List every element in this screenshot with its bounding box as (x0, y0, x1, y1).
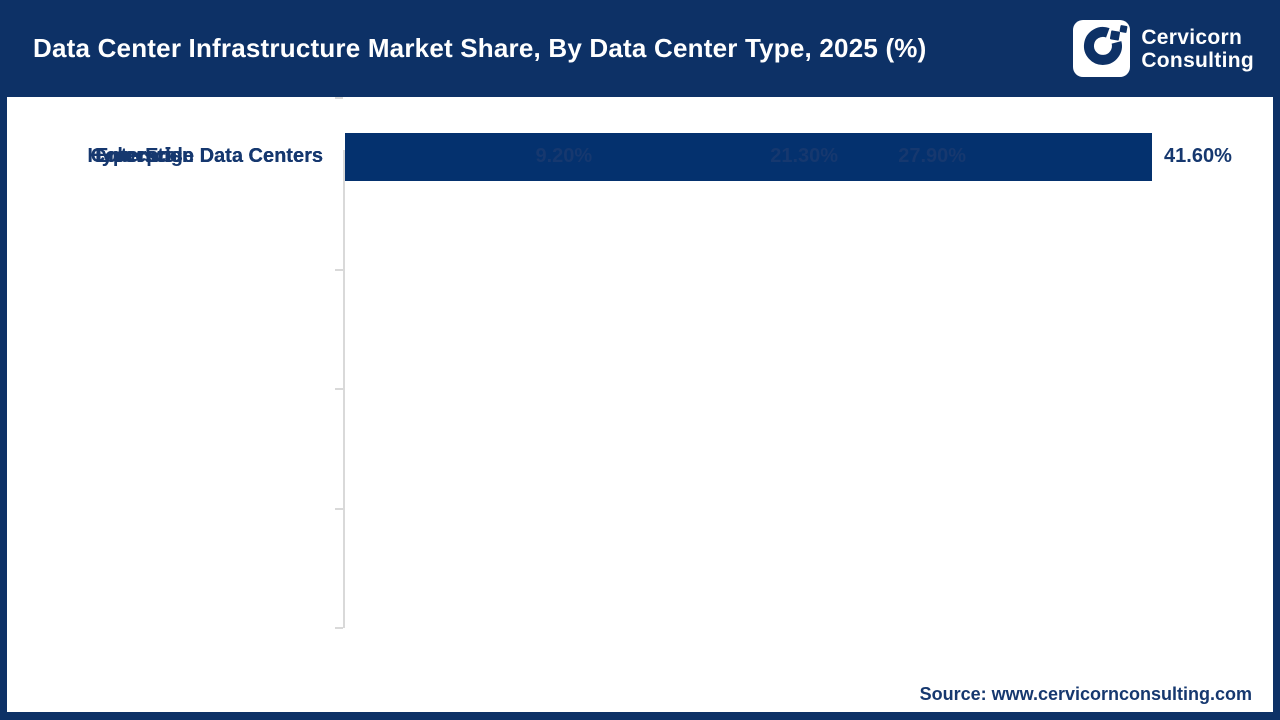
source-note: Source: www.cervicornconsulting.com (919, 684, 1252, 704)
brand-name-line1: Cervicorn (1141, 25, 1243, 49)
category-label: Edge Data Centers (145, 145, 323, 168)
value-label: 41.60% (1164, 145, 1232, 168)
axis-tick (335, 507, 343, 510)
bar-edge (345, 132, 524, 181)
brand-name-line2: Consulting (1141, 48, 1254, 72)
value-label: 27.90% (898, 145, 967, 168)
chart-title: Data Center Infrastructure Market Share,… (33, 33, 927, 63)
brand-logo-icon (1073, 20, 1131, 77)
axis-tick (335, 268, 343, 271)
value-label: 9.20% (535, 145, 593, 168)
header-bar: Data Center Infrastructure Market Share,… (0, 0, 1280, 97)
y-axis-line (343, 150, 345, 628)
bar-chart: Hyperscale Data Centers 41.60% Enterpris… (0, 97, 1280, 720)
category-label: Colocation Data Centers (90, 145, 323, 168)
category-label: Enterprise Data Centers (95, 145, 323, 168)
category-label: Hyperscale Data Centers (87, 145, 323, 168)
brand-logo: Cervicorn Consulting (1073, 20, 1254, 77)
axis-tick (335, 97, 343, 99)
axis-tick (335, 627, 343, 629)
bar-row-edge: Edge Data Centers 9.20% (0, 97, 1280, 217)
value-label: 21.30% (770, 145, 839, 168)
brand-logo-text: Cervicorn Consulting (1141, 26, 1254, 72)
axis-tick (335, 388, 343, 390)
